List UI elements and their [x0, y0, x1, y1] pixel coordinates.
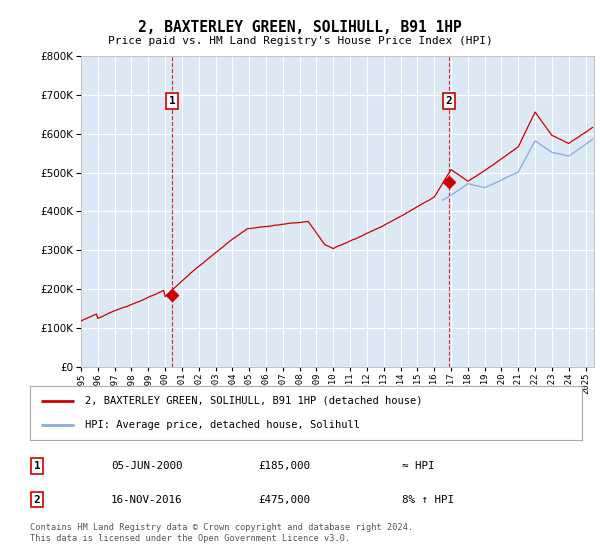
Text: £475,000: £475,000 — [258, 494, 310, 505]
Text: ≈ HPI: ≈ HPI — [402, 461, 434, 471]
Text: 2, BAXTERLEY GREEN, SOLIHULL, B91 1HP (detached house): 2, BAXTERLEY GREEN, SOLIHULL, B91 1HP (d… — [85, 396, 422, 406]
Text: 8% ↑ HPI: 8% ↑ HPI — [402, 494, 454, 505]
Text: Contains HM Land Registry data © Crown copyright and database right 2024.
This d: Contains HM Land Registry data © Crown c… — [30, 524, 413, 543]
Text: 1: 1 — [34, 461, 41, 471]
Text: 2: 2 — [446, 96, 452, 106]
Text: 05-JUN-2000: 05-JUN-2000 — [111, 461, 182, 471]
Text: £185,000: £185,000 — [258, 461, 310, 471]
Text: HPI: Average price, detached house, Solihull: HPI: Average price, detached house, Soli… — [85, 420, 360, 430]
Text: 16-NOV-2016: 16-NOV-2016 — [111, 494, 182, 505]
Text: Price paid vs. HM Land Registry's House Price Index (HPI): Price paid vs. HM Land Registry's House … — [107, 36, 493, 46]
Text: 1: 1 — [169, 96, 176, 106]
Text: 2, BAXTERLEY GREEN, SOLIHULL, B91 1HP: 2, BAXTERLEY GREEN, SOLIHULL, B91 1HP — [138, 20, 462, 35]
Text: 2: 2 — [34, 494, 41, 505]
